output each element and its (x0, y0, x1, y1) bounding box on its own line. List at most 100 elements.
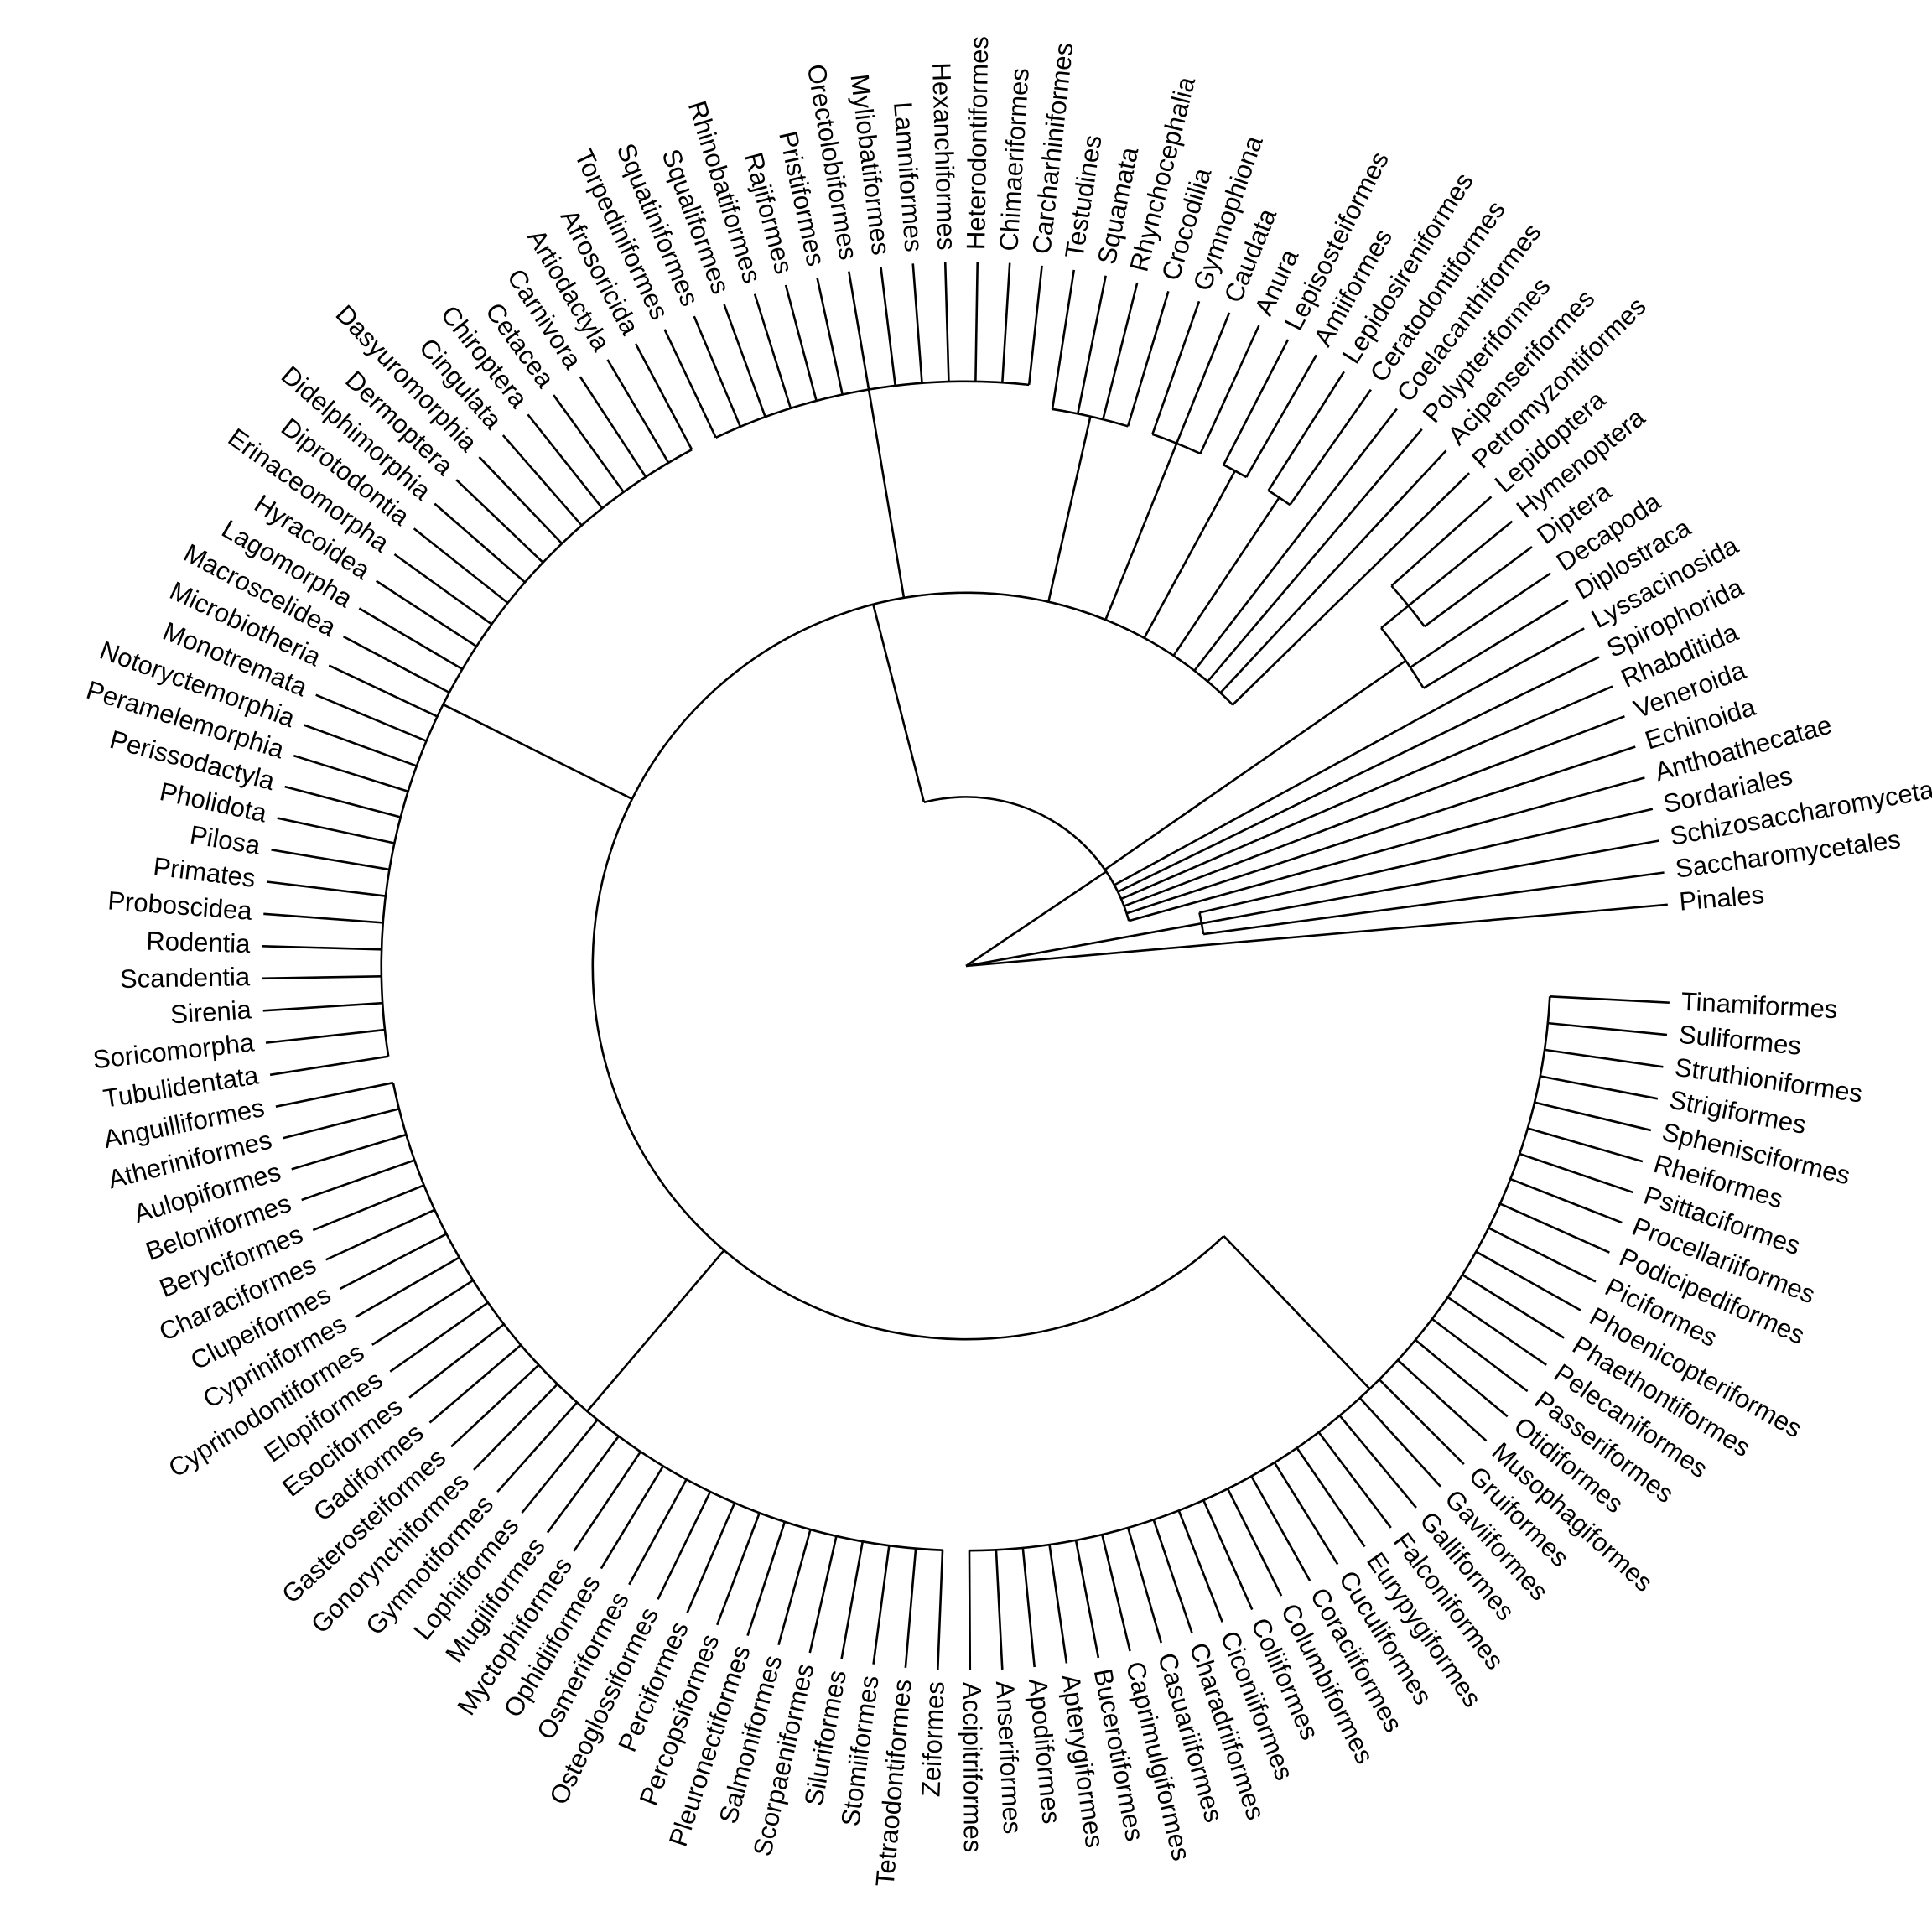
branch-line (304, 724, 418, 767)
branch-line (816, 277, 844, 395)
branch-line (1172, 496, 1280, 657)
branch-line (1202, 871, 1665, 936)
branch-line (1527, 1127, 1644, 1163)
branch-line (716, 1512, 761, 1626)
branch-line (496, 1401, 579, 1493)
branch-line (455, 479, 544, 564)
clade-arc (1151, 433, 1202, 455)
branch-line (328, 664, 439, 718)
clade-arc (923, 796, 1130, 922)
branch-line (1390, 496, 1493, 587)
branch-line (1250, 1475, 1311, 1581)
branch-line (965, 903, 1668, 968)
branch-line (840, 1540, 865, 1659)
clade-arc (969, 996, 1551, 1552)
branch-line (342, 635, 450, 694)
branch-line (606, 359, 670, 464)
branch-line (904, 1548, 917, 1669)
branch-line (1114, 627, 1585, 886)
branch-line (521, 1419, 599, 1514)
branch-line (1126, 745, 1636, 915)
branch-line (1317, 1431, 1392, 1529)
taxon-label: Primates (152, 852, 257, 893)
branch-line (293, 754, 409, 792)
branch-line (1462, 1274, 1565, 1339)
branch-line (746, 1521, 787, 1637)
clade-arc (1052, 408, 1129, 428)
branch-line (686, 1502, 736, 1613)
branch-line (579, 376, 647, 478)
branch-line (872, 604, 926, 803)
branch-line (553, 394, 625, 493)
taxon-label: Chimaeriformes (994, 67, 1035, 252)
branch-line (275, 1081, 394, 1108)
branch-line (628, 1478, 688, 1586)
branch-line (1475, 1250, 1581, 1311)
branch-line (413, 527, 509, 604)
branch-line (358, 607, 464, 671)
branch-line (1104, 443, 1178, 621)
branch-line (1199, 325, 1260, 454)
branch-line (965, 922, 1202, 968)
branch-line (1193, 408, 1398, 672)
branch-line (1509, 1177, 1623, 1224)
branch-line (428, 1344, 522, 1424)
branch-line (1410, 572, 1551, 669)
taxon-label: Pinales (1678, 880, 1765, 917)
branch-line (586, 1249, 725, 1412)
branch-line (1267, 371, 1345, 491)
branch-line (635, 343, 693, 450)
branch-line (1223, 1235, 1371, 1390)
branch-line (1104, 659, 1407, 871)
branch-line (501, 434, 583, 527)
branch-line (968, 1550, 972, 1670)
branch-line (266, 880, 386, 897)
branch-line (1001, 262, 1011, 383)
clade-arc (392, 1082, 943, 1551)
clade-arc (1390, 584, 1426, 627)
clade-arc (380, 449, 693, 1057)
branch-line (1102, 282, 1139, 420)
branch-line (1534, 1101, 1652, 1132)
branch-line (1544, 1048, 1664, 1068)
branch-line (284, 785, 402, 818)
branch-line (355, 1256, 460, 1318)
branch-line (965, 870, 1107, 968)
branch-line (1199, 808, 1654, 914)
taxon-label: Zeiformes (916, 1681, 950, 1798)
branch-line (1117, 656, 1600, 893)
branch-line (848, 271, 870, 390)
branch-line (1027, 265, 1043, 386)
branch-line (784, 284, 818, 402)
taxon-label: Scandentia (120, 962, 251, 994)
branch-line (723, 304, 766, 418)
branch-line (450, 1363, 540, 1448)
branch-line (777, 1529, 812, 1646)
branch-line (1446, 1296, 1547, 1366)
branch-line (1048, 1544, 1068, 1664)
branch-line (1415, 1338, 1509, 1418)
taxon-label: Accipitriformes (958, 1682, 988, 1852)
branch-line (1540, 1075, 1659, 1100)
branch-line (1378, 1379, 1465, 1466)
branch-line (301, 1159, 415, 1202)
branch-line (1051, 269, 1076, 410)
branch-line (1223, 339, 1290, 465)
branch-line (1397, 1359, 1488, 1442)
branch-line (753, 293, 792, 409)
branch-line (393, 553, 493, 626)
branch-line (263, 912, 383, 924)
branch-line (1077, 275, 1107, 414)
branch-line (1499, 1202, 1610, 1254)
branch-line (995, 1550, 1004, 1670)
branch-line (1201, 839, 1659, 925)
branch-line (1101, 1534, 1131, 1652)
branch-line (1422, 599, 1569, 689)
branch-line (371, 1279, 474, 1346)
branch-line (339, 1233, 447, 1291)
branch-line (1423, 546, 1533, 628)
taxon-label: Lamniformes (888, 101, 928, 252)
branch-line (1519, 1152, 1633, 1194)
branch-line (527, 413, 604, 509)
